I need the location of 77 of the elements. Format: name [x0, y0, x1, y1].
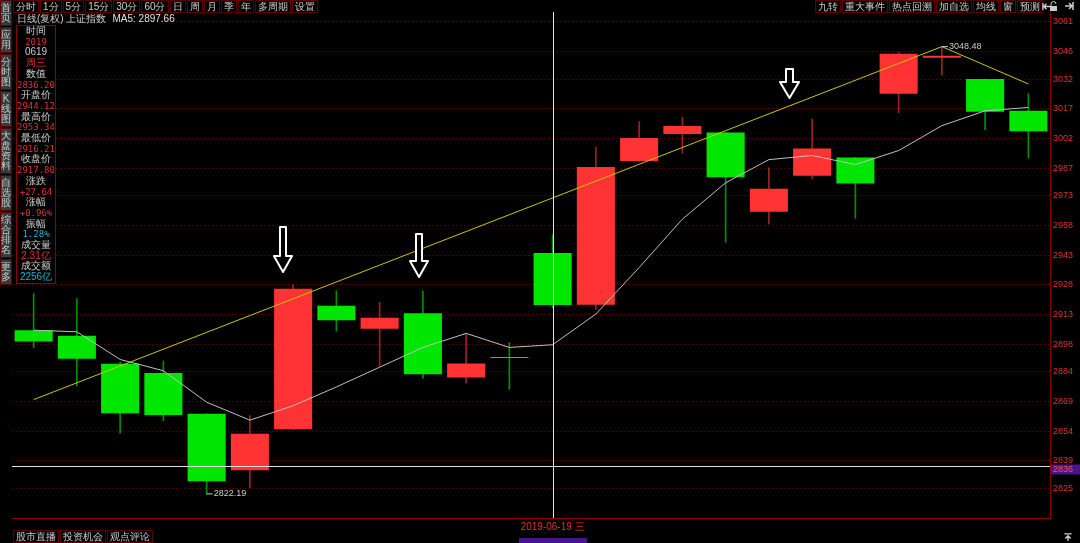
annotation: 1.28% [21, 229, 51, 240]
annotation: 均线 [973, 0, 999, 13]
text: 自选股 [0, 175, 12, 211]
annotation: 5分 [62, 0, 85, 13]
y-tick-label: 2987 [1053, 162, 1074, 173]
annotation: 最高价 [20, 110, 52, 123]
text: 综合排名 [0, 212, 12, 258]
annotation: 30分 [113, 0, 141, 13]
annotation: 分时 [13, 0, 39, 13]
annotation: 重大事件 [842, 0, 888, 13]
y-tick-label: 2913 [1053, 308, 1074, 319]
text: K线图 [0, 91, 12, 127]
y-tick-label: 3032 [1053, 73, 1074, 84]
annotation: 2019 [24, 36, 48, 47]
annotation: 九转 [815, 0, 841, 13]
annotation: 2944.12 [17, 100, 55, 111]
text: 更多 [0, 259, 12, 285]
annotation: 15分 [85, 0, 113, 13]
annotation: 季 [220, 0, 237, 13]
annotation: 周 [186, 0, 203, 13]
annotation: 2917.80 [17, 165, 55, 176]
annotation: 1分 [40, 0, 62, 13]
y-tick-label: 2928 [1053, 279, 1074, 290]
annotation: 收盘价 [20, 153, 52, 166]
annotation: 数值 [25, 67, 47, 80]
annotation: 涨跌 [25, 174, 47, 187]
y-tick-label: 3017 [1053, 103, 1074, 114]
annotation: 时间 [25, 25, 47, 37]
annotation: 日 [169, 0, 186, 13]
annotation: 60分 [141, 0, 169, 13]
y-tick-label: 2973 [1053, 190, 1074, 201]
x-tick-label: 2019-06-19 三 [520, 520, 585, 532]
chart-subtitle: MA5: 2897.66 [112, 13, 175, 24]
ref-line-label: 2836 [1053, 463, 1074, 474]
annotation: 加自选 [936, 0, 972, 13]
text: 首页 [0, 0, 12, 26]
y-tick-label: 2869 [1053, 395, 1074, 406]
annotation: 2822.19 [213, 488, 247, 499]
annotation: 预测 [1017, 0, 1043, 13]
annotation: 窗 [1000, 0, 1016, 13]
annotation: 3048.48 [948, 41, 982, 52]
annotation: 2256亿 [18, 271, 54, 283]
annotation: 2836.20 [17, 79, 55, 90]
chart-title: 日线(复权) 上证指数 [17, 13, 107, 24]
annotation: 涨幅 [25, 196, 47, 208]
annotation: 开盘价 [20, 89, 52, 101]
annotation: 2916.21 [17, 143, 55, 154]
y-tick-label: 2854 [1053, 425, 1074, 436]
y-tick-label: 2825 [1053, 482, 1074, 493]
y-tick-label: 2884 [1053, 366, 1074, 377]
annotation: 周三 [25, 57, 47, 69]
annotation: +27.64 [18, 186, 54, 197]
text: 分时图 [0, 54, 12, 90]
annotation: 成交额 [21, 260, 51, 273]
text: 大盘资料 [0, 128, 12, 174]
y-tick-label: 2898 [1053, 338, 1074, 349]
annotation: 0619 [23, 46, 49, 58]
text: 股市直播 [13, 530, 59, 543]
text: 应用 [0, 27, 12, 53]
annotation: 多周期 [254, 0, 291, 13]
y-tick-label: 3002 [1053, 132, 1074, 143]
text: 观点评论 [107, 530, 153, 543]
annotation: 最低价 [20, 132, 52, 144]
y-tick-label: 3061 [1053, 16, 1074, 27]
text: 投资机会 [60, 530, 106, 543]
y-tick-label: 2958 [1053, 219, 1074, 230]
annotation: 振幅 [25, 217, 47, 230]
annotation: 成交量 [20, 239, 52, 251]
annotation: 2953.34 [17, 122, 55, 133]
y-tick-label: 2943 [1053, 249, 1074, 260]
y-tick-label: 3046 [1053, 46, 1074, 57]
y-tick-label: 2839 [1053, 455, 1074, 466]
annotation: 设置 [291, 0, 318, 13]
annotation: 年 [237, 0, 254, 13]
annotation: +0.96% [18, 207, 54, 219]
annotation: 月 [203, 0, 220, 13]
annotation: 热点回溯 [889, 0, 935, 13]
